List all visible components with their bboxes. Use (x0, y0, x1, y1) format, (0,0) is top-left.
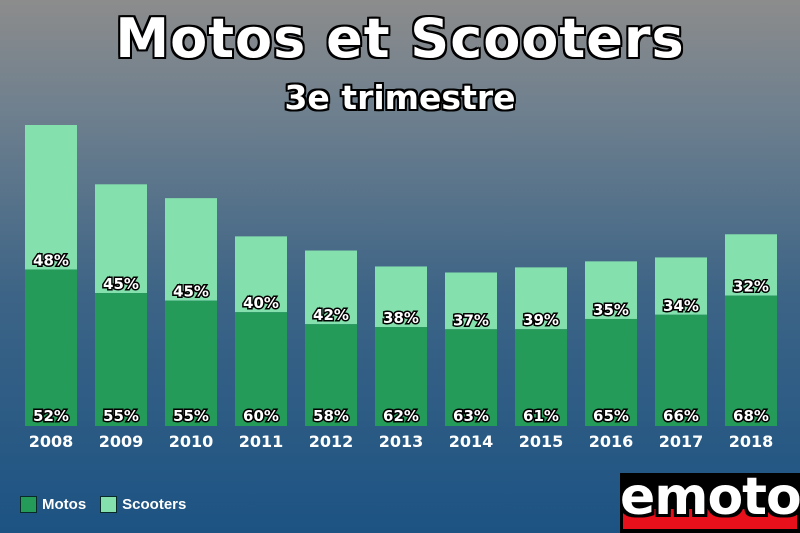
bar-motos-2014 (445, 329, 497, 426)
label-motos-2011: 60% (243, 407, 279, 425)
tick-label-2010: 2010 (169, 432, 214, 451)
label-motos-2010: 55% (173, 407, 209, 425)
tick-label-2017: 2017 (659, 432, 704, 451)
label-scooters-2008: 48% (33, 251, 69, 269)
logo-red-band (623, 509, 797, 529)
bar-scooters-2012 (305, 250, 357, 325)
label-motos-2013: 62% (383, 407, 419, 425)
label-scooters-2015: 39% (523, 311, 559, 329)
label-motos-2014: 63% (453, 407, 489, 425)
legend-swatch-scooters (100, 496, 118, 513)
label-motos-2018: 68% (733, 407, 769, 425)
legend-swatch-motos (20, 496, 37, 513)
tick-label-2009: 2009 (99, 432, 144, 451)
tick-label-2014: 2014 (449, 432, 494, 451)
label-motos-2016: 65% (593, 407, 629, 425)
tick-label-2011: 2011 (239, 432, 284, 451)
label-motos-2009: 55% (103, 407, 139, 425)
bar-scooters-2009 (95, 184, 147, 294)
label-scooters-2014: 37% (453, 311, 489, 329)
label-scooters-2016: 35% (593, 301, 629, 319)
bar-scooters-2014 (445, 272, 497, 330)
label-scooters-2018: 32% (733, 278, 769, 296)
bar-scooters-2013 (375, 266, 427, 328)
label-scooters-2009: 45% (103, 275, 139, 293)
bar-scooters-2008 (25, 125, 77, 270)
bar-motos-2011 (235, 312, 287, 426)
legend-label-motos: Motos (42, 496, 87, 513)
bar-scooters-2016 (585, 261, 637, 319)
bar-motos-2012 (305, 324, 357, 426)
chart-legend: Motos Scooters (20, 496, 200, 513)
bar-motos-2017 (655, 314, 707, 426)
bar-scooters-2018 (725, 234, 777, 296)
label-scooters-2010: 45% (173, 283, 209, 301)
label-scooters-2011: 40% (243, 294, 279, 312)
tick-label-2008: 2008 (29, 432, 74, 451)
legend-item-scooters[interactable]: Scooters (100, 496, 186, 513)
bar-motos-2015 (515, 329, 567, 426)
legend-label-scooters: Scooters (122, 496, 187, 513)
logo-wordmark: emoto (620, 473, 800, 527)
tick-label-2018: 2018 (729, 432, 774, 451)
bar-motos-2016 (585, 318, 637, 426)
tick-label-2012: 2012 (309, 432, 354, 451)
chart-subtitle: 3e trimestre (284, 78, 516, 117)
tick-label-2015: 2015 (519, 432, 564, 451)
bar-scooters-2010 (165, 198, 217, 301)
tick-label-2013: 2013 (379, 432, 424, 451)
bar-motos-2018 (725, 295, 777, 426)
label-scooters-2017: 34% (663, 297, 699, 315)
label-motos-2008: 52% (33, 407, 69, 425)
bar-motos-2008 (25, 269, 77, 426)
chart-title: Motos et Scooters (115, 7, 685, 70)
label-motos-2012: 58% (313, 407, 349, 425)
legend-item-motos[interactable]: Motos (20, 496, 86, 513)
label-scooters-2013: 38% (383, 309, 419, 327)
label-scooters-2012: 42% (313, 306, 349, 324)
bar-motos-2009 (95, 293, 147, 426)
bar-motos-2010 (165, 300, 217, 426)
emoto-logo[interactable]: emoto (620, 473, 800, 533)
label-motos-2017: 66% (663, 407, 699, 425)
label-motos-2015: 61% (523, 407, 559, 425)
tick-label-2016: 2016 (589, 432, 634, 451)
bar-motos-2013 (375, 327, 427, 426)
bar-scooters-2015 (515, 267, 567, 330)
bar-scooters-2017 (655, 257, 707, 315)
bar-scooters-2011 (235, 236, 287, 313)
